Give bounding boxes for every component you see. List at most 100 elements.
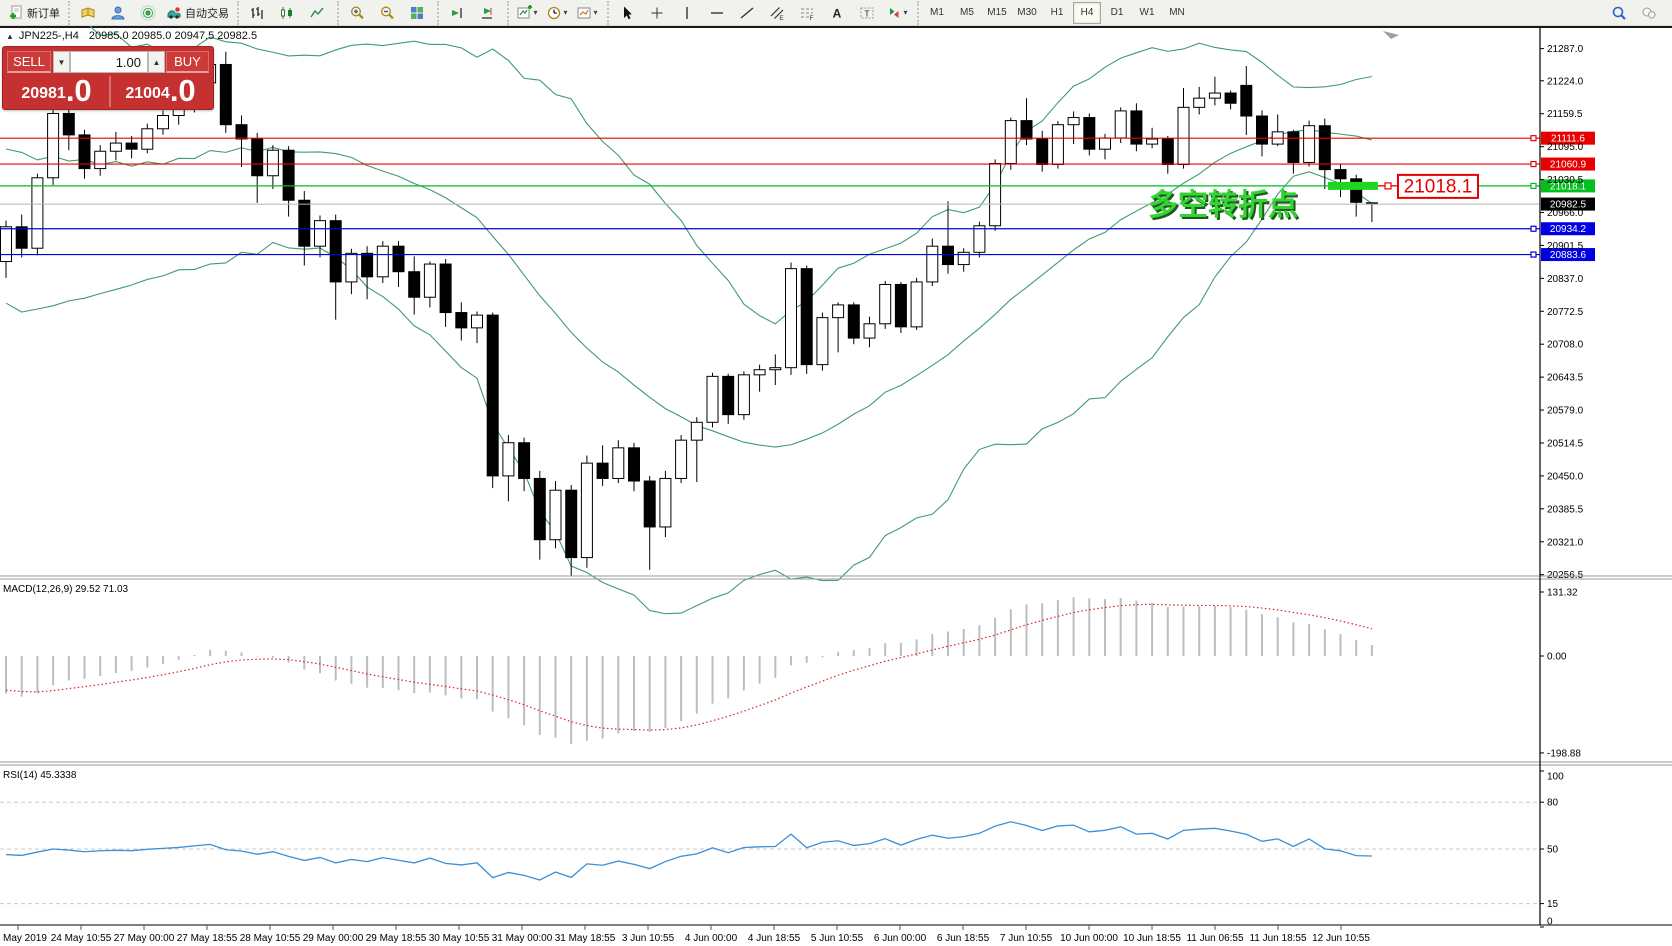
candle (15, 214, 28, 258)
annotation-text[interactable]: 多空转折点 (1148, 189, 1298, 222)
arrows-button[interactable]: ▾ (882, 1, 912, 25)
label-t-icon: T (860, 7, 874, 18)
timeframe-h1[interactable]: H1 (1050, 7, 1064, 18)
candle (989, 159, 1002, 231)
candle (518, 437, 531, 492)
chevron-down-icon[interactable]: ▾ (533, 8, 538, 17)
price-tag[interactable]: 20982.5 (1541, 197, 1595, 211)
chevron-down-icon[interactable]: ▾ (563, 8, 568, 17)
periods-button[interactable]: ▾ (542, 1, 572, 25)
candle (1036, 130, 1049, 172)
collapse-panel-icon[interactable]: ▲ (6, 31, 14, 41)
chevron-down-icon[interactable]: ▾ (593, 8, 598, 17)
candle (408, 256, 421, 315)
periods-icon (548, 6, 561, 19)
candlestick-chart-button[interactable] (272, 1, 302, 25)
tile-windows-button[interactable] (402, 1, 432, 25)
trendline-icon (740, 6, 754, 19)
profile-icon (111, 6, 125, 19)
price-callout-box[interactable] (1397, 173, 1479, 199)
signals-button[interactable] (133, 1, 163, 25)
auto-scroll-button[interactable] (472, 1, 502, 25)
sell-price[interactable]: 20981.0 (6, 73, 107, 108)
horizontal-line-button[interactable] (702, 1, 732, 25)
chat-button[interactable] (1634, 1, 1664, 25)
zoom-out-button[interactable] (372, 1, 402, 25)
candle (706, 372, 719, 428)
candle (502, 435, 515, 502)
chart-shift-button[interactable] (442, 1, 472, 25)
time-label: 24 May 10:55 (51, 933, 112, 944)
svg-text:21018.1: 21018.1 (1404, 176, 1473, 197)
fibonacci-button[interactable]: F (792, 1, 822, 25)
vertical-line-button[interactable] (672, 1, 702, 25)
bar-chart-button[interactable] (242, 1, 272, 25)
toolbar-group-objects: E F A T ▾ (607, 0, 915, 25)
price-tag[interactable]: 20883.6 (1541, 248, 1595, 262)
timeframe-m1[interactable]: M1 (930, 7, 944, 18)
trendline-button[interactable] (732, 1, 762, 25)
price-tag[interactable]: 21111.6 (1541, 131, 1595, 145)
crosshair-button[interactable] (642, 1, 672, 25)
rsi-line (5, 821, 1372, 881)
price-tag[interactable]: 20934.2 (1541, 222, 1595, 236)
timeframe-m15[interactable]: M15 (987, 7, 1007, 18)
candle (785, 262, 797, 375)
toolbar: 新订单 自动交易 ▾ ▾ ▾ E F A T ▾ M1 M5 M15 M30 H1 H4 D1 W1 MN (0, 0, 1672, 26)
svg-text:20321.0: 20321.0 (1547, 537, 1584, 548)
charts-button[interactable] (73, 1, 103, 25)
volume-increase-button[interactable]: ▲ (148, 51, 165, 73)
volume-input[interactable] (70, 51, 148, 73)
svg-text:80: 80 (1547, 798, 1559, 809)
candle (659, 470, 672, 538)
text-label-button[interactable]: T (852, 1, 882, 25)
time-label: 29 May 18:55 (366, 933, 427, 944)
macd-label: MACD(12,26,9) 29.52 71.03 (3, 584, 129, 595)
timeframe-m30[interactable]: M30 (1017, 7, 1037, 18)
volume-decrease-button[interactable]: ▼ (53, 51, 70, 73)
candle (157, 110, 169, 135)
chevron-down-icon[interactable]: ▾ (903, 8, 908, 17)
chart-window: 21111.6 21060.9 21018.1 20934.2 20883.6 20982… (0, 26, 1672, 946)
search-button[interactable] (1604, 1, 1634, 25)
highlight-bar[interactable] (1328, 181, 1378, 190)
svg-text:21159.5: 21159.5 (1547, 109, 1583, 120)
timeframe-mn[interactable]: MN (1169, 7, 1185, 18)
svg-text:20450.0: 20450.0 (1547, 471, 1584, 482)
timeframe-m5[interactable]: M5 (960, 7, 974, 18)
profiles-button[interactable] (103, 1, 133, 25)
buy-button[interactable]: BUY (166, 51, 209, 73)
svg-text:20643.5: 20643.5 (1547, 373, 1584, 384)
price-tag[interactable]: 21018.1 (1541, 179, 1595, 193)
timeframe-d1[interactable]: D1 (1110, 7, 1124, 18)
indicators-button[interactable]: ▾ (512, 1, 542, 25)
svg-text:131.32: 131.32 (1547, 588, 1578, 599)
price-tag[interactable]: 21060.9 (1541, 157, 1595, 171)
zoom-in-button[interactable] (342, 1, 372, 25)
sell-price-decimal: .0 (65, 73, 92, 108)
candle (1193, 86, 1206, 115)
timeframe-w1[interactable]: W1 (1139, 7, 1155, 18)
sell-button[interactable]: SELL (7, 51, 51, 73)
candle (471, 311, 483, 344)
toolbar-right-icons (1604, 1, 1672, 25)
text-button[interactable]: A (822, 1, 852, 25)
candle (957, 248, 970, 272)
new-order-button[interactable]: 新订单 (5, 1, 63, 25)
horizontal-lines (0, 135, 1540, 258)
arrow-marker (1383, 31, 1399, 39)
time-label: 30 May 10:55 (429, 933, 490, 944)
cursor-button[interactable] (612, 1, 642, 25)
time-label: 27 May 00:00 (114, 933, 175, 944)
candle (439, 258, 452, 327)
autotrading-button[interactable]: 自动交易 (163, 1, 232, 25)
templates-button[interactable]: ▾ (572, 1, 602, 25)
indicators-icon (517, 4, 533, 18)
templates-icon (577, 7, 591, 18)
chart-canvas[interactable]: 21111.6 21060.9 21018.1 20934.2 20883.6 20982… (0, 26, 1672, 946)
buy-price[interactable]: 21004.0 (109, 75, 210, 107)
equidistant-channel-button[interactable]: E (762, 1, 792, 25)
timeframe-h4[interactable]: H4 (1073, 1, 1101, 24)
line-chart-button[interactable] (302, 1, 332, 25)
